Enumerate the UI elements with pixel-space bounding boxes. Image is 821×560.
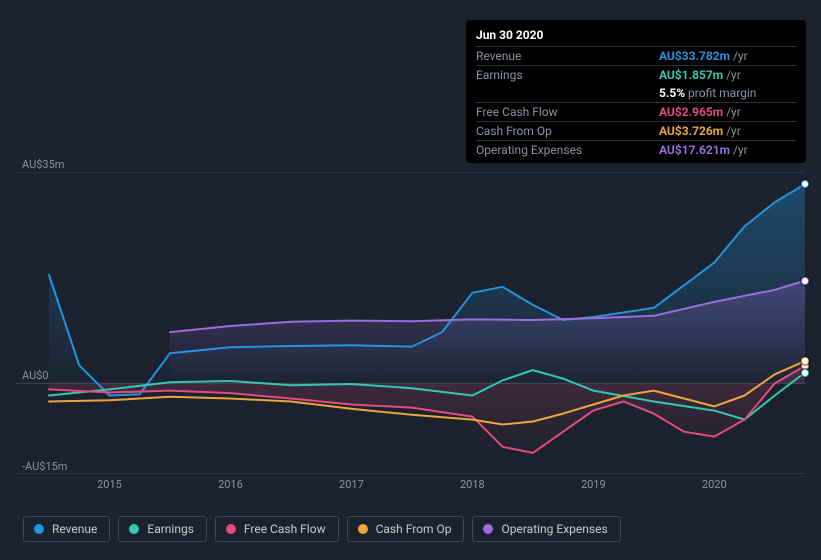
- chart-area[interactable]: [16, 172, 805, 474]
- legend-dot-icon: [129, 524, 139, 534]
- tooltip-row-label: Free Cash Flow: [476, 103, 659, 122]
- tooltip-row: EarningsAU$1.857m /yr: [476, 66, 796, 85]
- tooltip-row-value: AU$3.726m /yr: [659, 122, 796, 141]
- tooltip-row: Free Cash FlowAU$2.965m /yr: [476, 103, 796, 122]
- legend: Revenue Earnings Free Cash Flow Cash From O…: [23, 516, 621, 542]
- tooltip-row-value: 5.5% profit margin: [659, 84, 796, 103]
- x-axis-label: 2017: [339, 478, 364, 491]
- tooltip-row: Cash From OpAU$3.726m /yr: [476, 122, 796, 141]
- legend-dot-icon: [483, 524, 493, 534]
- tooltip-row-label: [476, 84, 659, 103]
- end-marker: [801, 180, 809, 188]
- tooltip-row-value: AU$17.621m /yr: [659, 141, 796, 160]
- legend-item-fcf[interactable]: Free Cash Flow: [215, 516, 339, 542]
- legend-item-cfo[interactable]: Cash From Op: [347, 516, 465, 542]
- tooltip-row-label: Operating Expenses: [476, 141, 659, 160]
- legend-item-label: Operating Expenses: [501, 522, 607, 536]
- tooltip-row: RevenueAU$33.782m /yr: [476, 47, 796, 66]
- legend-item-earnings[interactable]: Earnings: [118, 516, 207, 542]
- tooltip-card: Jun 30 2020 RevenueAU$33.782m /yrEarning…: [466, 20, 806, 163]
- y-axis-label: AU$35m: [22, 158, 64, 171]
- chart-svg: [16, 172, 805, 474]
- x-axis-labels: 2015 2016 2017 2018 2019 2020: [16, 478, 805, 494]
- x-axis-label: 2018: [460, 478, 485, 491]
- tooltip-row-label: Cash From Op: [476, 122, 659, 141]
- tooltip-row: 5.5% profit margin: [476, 84, 796, 103]
- end-marker: [801, 357, 809, 365]
- tooltip-row-value: AU$2.965m /yr: [659, 103, 796, 122]
- tooltip-row-value: AU$1.857m /yr: [659, 66, 796, 85]
- tooltip-row-label: Earnings: [476, 66, 659, 85]
- x-axis-label: 2015: [97, 478, 122, 491]
- end-marker: [801, 369, 809, 377]
- legend-item-revenue[interactable]: Revenue: [23, 516, 110, 542]
- tooltip-row: Operating ExpensesAU$17.621m /yr: [476, 141, 796, 160]
- end-marker: [801, 277, 809, 285]
- legend-dot-icon: [226, 524, 236, 534]
- tooltip-row-label: Revenue: [476, 47, 659, 66]
- tooltip-table: RevenueAU$33.782m /yrEarningsAU$1.857m /…: [476, 46, 796, 159]
- x-axis-label: 2020: [702, 478, 727, 491]
- legend-item-label: Revenue: [52, 522, 97, 536]
- legend-dot-icon: [358, 524, 368, 534]
- tooltip-title: Jun 30 2020: [476, 26, 796, 46]
- x-axis-label: 2016: [218, 478, 243, 491]
- legend-item-label: Cash From Op: [376, 522, 452, 536]
- x-axis-label: 2019: [581, 478, 606, 491]
- legend-item-opex[interactable]: Operating Expenses: [472, 516, 620, 542]
- legend-item-label: Free Cash Flow: [244, 522, 326, 536]
- legend-dot-icon: [34, 524, 44, 534]
- tooltip-row-value: AU$33.782m /yr: [659, 47, 796, 66]
- legend-item-label: Earnings: [147, 522, 194, 536]
